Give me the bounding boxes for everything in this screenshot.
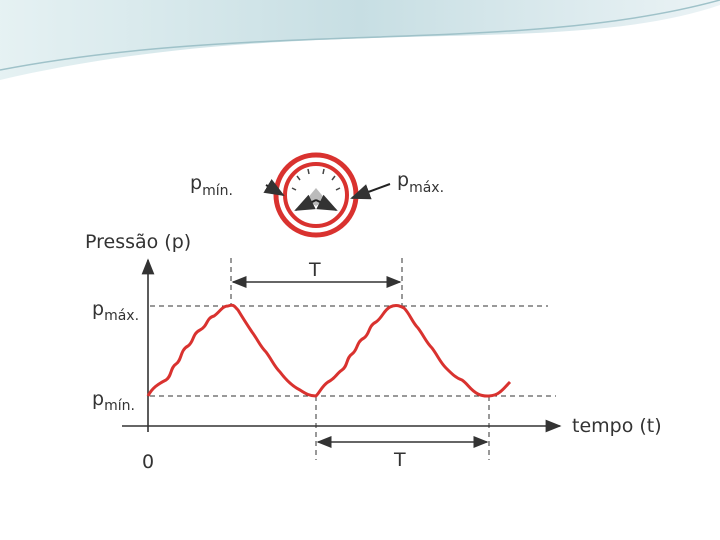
decor-line	[0, 0, 720, 71]
gauge-max-label: pmáx.	[397, 169, 444, 196]
gauge	[273, 152, 359, 238]
period-label: T	[393, 449, 406, 471]
period-label: T	[308, 259, 321, 281]
label-base: p	[397, 169, 409, 191]
gauge-arrow	[263, 178, 285, 197]
max-label: pmáx.	[92, 298, 139, 324]
label-sub: mín.	[104, 398, 135, 414]
label-sub: máx.	[409, 180, 444, 196]
y-axis-label: Pressão (p)	[85, 231, 191, 253]
label-base: p	[92, 298, 104, 320]
min-label: pmín.	[92, 388, 135, 414]
x-axis-label: tempo (t)	[572, 415, 662, 437]
label-sub: mín.	[202, 183, 233, 199]
label-sub: máx.	[104, 308, 139, 324]
decor-swoosh	[0, 0, 720, 80]
origin-label: 0	[142, 451, 154, 473]
gauge-arrow	[350, 183, 391, 200]
pressure-curve	[146, 303, 512, 398]
gauge-min-label: pmín.	[190, 172, 233, 199]
label-base: p	[92, 388, 104, 410]
label-base: p	[190, 172, 202, 194]
